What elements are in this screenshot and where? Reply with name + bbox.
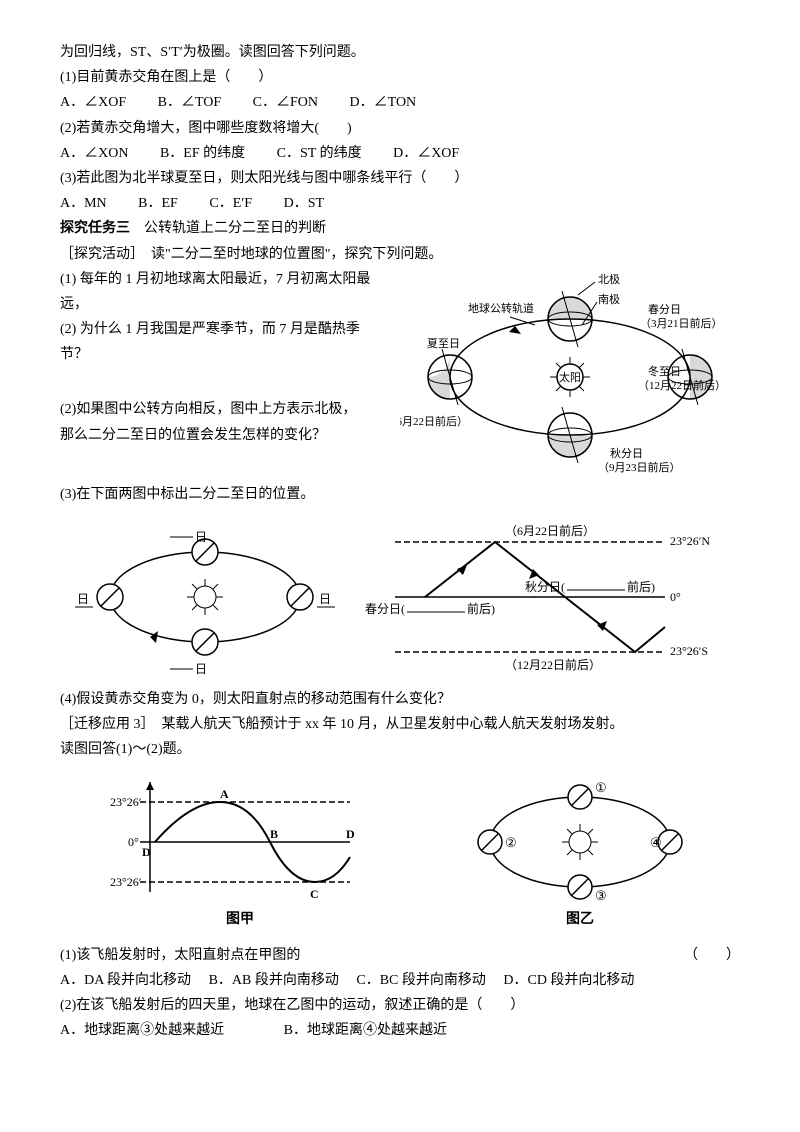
orbit-diagram: 太阳 地球公转轨道 北极 南极 春分日 （3月21日前后） 夏至日 （6月22日… (400, 267, 740, 482)
svg-text:春分日: 春分日 (648, 303, 681, 316)
opt-b: B．∠TOF (158, 95, 222, 110)
svg-text:冬至日: 冬至日 (648, 364, 681, 378)
svg-text:秋分日(: 秋分日( (525, 580, 565, 594)
opt-a: A．∠XON (60, 146, 128, 161)
opt-a: A．∠XOF (60, 95, 126, 110)
svg-text:日: 日 (195, 530, 207, 544)
app-q2-opts: A．地球距离③处越来越近 B．地球距离④处越来越近 (60, 1018, 740, 1043)
opt-d: D．∠XOF (393, 146, 459, 161)
blank-diagrams: 日 日 日 日 （6月22日前后） （12月22日前后） 23°26′N 0° … (60, 517, 740, 677)
svg-text:夏至日: 夏至日 (427, 337, 460, 350)
task3-subtitle: 公转轨道上二分二至日的判断 (144, 221, 326, 236)
q3-opts: A．MN B．EF C．E′F D．ST (60, 191, 740, 216)
svg-text:日: 日 (77, 592, 89, 606)
svg-text:（9月23日前后）: （9月23日前后） (598, 460, 681, 474)
svg-text:23°26′S: 23°26′S (670, 644, 708, 658)
svg-text:前后): 前后) (627, 579, 655, 594)
svg-text:①: ① (595, 780, 607, 795)
task3-p1: (1) 每年的 1 月初地球离太阳最近，7 月初离太阳最远， (60, 267, 380, 317)
svg-text:④: ④ (650, 835, 662, 850)
opt-a: A．地球距离③处越来越近 (60, 1023, 224, 1038)
opt-c: C．ST 的纬度 (277, 146, 362, 161)
task3-p4: (4)假设黄赤交角变为 0，则太阳直射点的移动范围有什么变化？ (60, 687, 740, 712)
svg-text:23°26′: 23°26′ (110, 795, 142, 809)
opt-b: B．EF (138, 196, 178, 211)
q2: (2)若黄赤交角增大，图中哪些度数将增大( ) (60, 116, 740, 141)
svg-text:地球公转轨道: 地球公转轨道 (468, 301, 534, 315)
task3-activity: ［探究活动］ 读"二分二至时地球的位置图"，探究下列问题。 (60, 242, 740, 267)
task3-p2: (2)如果图中公转方向相反，图中上方表示北极， (60, 397, 380, 422)
svg-text:太阳: 太阳 (559, 371, 581, 384)
svg-text:D: D (142, 845, 151, 859)
app-intro2: 读图回答(1)～(2)题。 (60, 737, 740, 762)
opt-d: D．CD 段并向北移动 (503, 973, 634, 988)
svg-text:北极: 北极 (598, 272, 620, 286)
svg-text:日: 日 (319, 592, 331, 606)
q1: (1)目前黄赤交角在图上是（ ） (60, 65, 740, 90)
svg-text:C: C (310, 887, 319, 901)
svg-text:春分日(: 春分日( (365, 602, 405, 616)
app-intro: ［迁移应用 3］ 某载人航天飞船预计于 xx 年 10 月，从卫星发射中心载人航… (60, 712, 740, 737)
svg-text:D: D (346, 827, 355, 841)
opt-b: B．地球距离④处越来越近 (284, 1023, 447, 1038)
svg-text:23°26′N: 23°26′N (670, 534, 710, 548)
app-q2: (2)在该飞船发射后的四天里，地球在乙图中的运动，叙述正确的是（ ） (60, 993, 740, 1018)
svg-text:（12月22日前后）: （12月22日前后） (505, 657, 601, 672)
task3-title: 探究任务三 (60, 221, 130, 236)
intro-line: 为回归线，ST、S′T′为极圈。读图回答下列问题。 (60, 40, 740, 65)
svg-text:B: B (270, 827, 278, 841)
blank: （ ） (684, 943, 740, 968)
svg-text:23°26′: 23°26′ (110, 875, 142, 889)
opt-d: D．ST (284, 196, 324, 211)
q3: (3)若此图为北半球夏至日，则太阳光线与图中哪条线平行（ ） (60, 166, 740, 191)
svg-text:（6月22日前后）: （6月22日前后） (400, 414, 468, 428)
q2-opts: A．∠XON B．EF 的纬度 C．ST 的纬度 D．∠XOF (60, 141, 740, 166)
app-q1: (1)该飞船发射时，太阳直射点在甲图的 (60, 943, 300, 968)
task3-p3: (3)在下面两图中标出二分二至日的位置。 (60, 482, 740, 507)
opt-c: C．BC 段并向南移动 (356, 973, 486, 988)
app-q1-opts: A．DA 段并向北移动 B．AB 段并向南移动 C．BC 段并向南移动 D．CD… (60, 968, 740, 993)
svg-text:秋分日: 秋分日 (610, 446, 643, 460)
svg-text:（6月22日前后）: （6月22日前后） (505, 523, 595, 538)
svg-text:日: 日 (195, 662, 207, 676)
task3-p1b: (2) 为什么 1 月我国是严寒季节，而 7 月是酷热季节？ (60, 317, 380, 367)
fig-cap-2: 图乙 (470, 907, 690, 932)
svg-text:（3月21日前后）: （3月21日前后） (640, 316, 723, 330)
svg-text:A: A (220, 787, 229, 801)
svg-text:0°: 0° (670, 590, 681, 604)
opt-d: D．∠TON (350, 95, 417, 110)
task3-p2b: 那么二分二至日的位置会发生怎样的变化？ (60, 423, 380, 448)
opt-c: C．E′F (209, 196, 252, 211)
opt-a: A．MN (60, 196, 107, 211)
svg-text:南极: 南极 (598, 292, 620, 306)
opt-c: C．∠FON (253, 95, 318, 110)
svg-text:③: ③ (595, 888, 607, 903)
opt-b: B．EF 的纬度 (160, 146, 245, 161)
svg-text:前后): 前后) (467, 601, 495, 616)
q1-opts: A．∠XOF B．∠TOF C．∠FON D．∠TON (60, 90, 740, 115)
svg-text:（12月22日前后）: （12月22日前后） (638, 378, 726, 392)
svg-text:②: ② (505, 835, 517, 850)
opt-a: A．DA 段并向北移动 (60, 973, 191, 988)
application-figs: A B C D D 23°26′ 0° 23°26′ 图甲 (60, 772, 740, 932)
svg-text:0°: 0° (128, 835, 139, 849)
fig-cap-1: 图甲 (110, 907, 370, 932)
opt-b: B．AB 段并向南移动 (209, 973, 339, 988)
